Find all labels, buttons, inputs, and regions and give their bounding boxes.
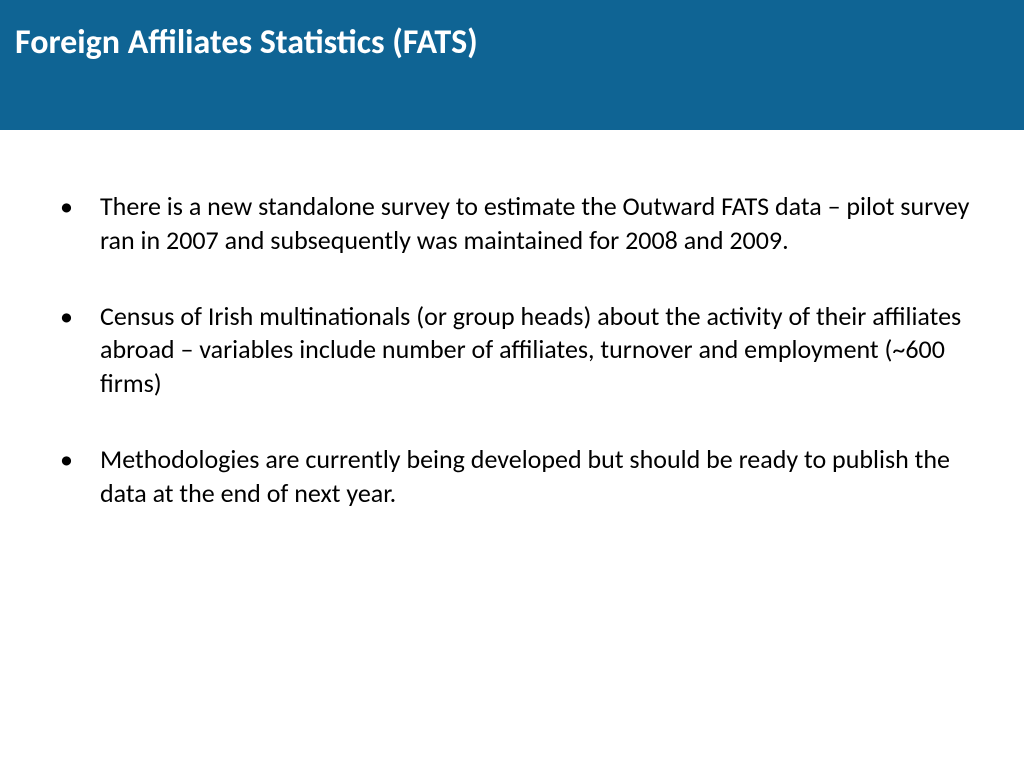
- bullet-item: Census of Irish multinationals (or group…: [60, 300, 974, 401]
- slide-title: Foreign Affiliates Statistics (FATS): [15, 22, 1024, 63]
- bullet-list: There is a new standalone survey to esti…: [60, 190, 974, 511]
- bullet-item: There is a new standalone survey to esti…: [60, 190, 974, 258]
- slide-header: Foreign Affiliates Statistics (FATS): [0, 0, 1024, 130]
- slide-content: There is a new standalone survey to esti…: [0, 130, 1024, 511]
- bullet-item: Methodologies are currently being develo…: [60, 443, 974, 511]
